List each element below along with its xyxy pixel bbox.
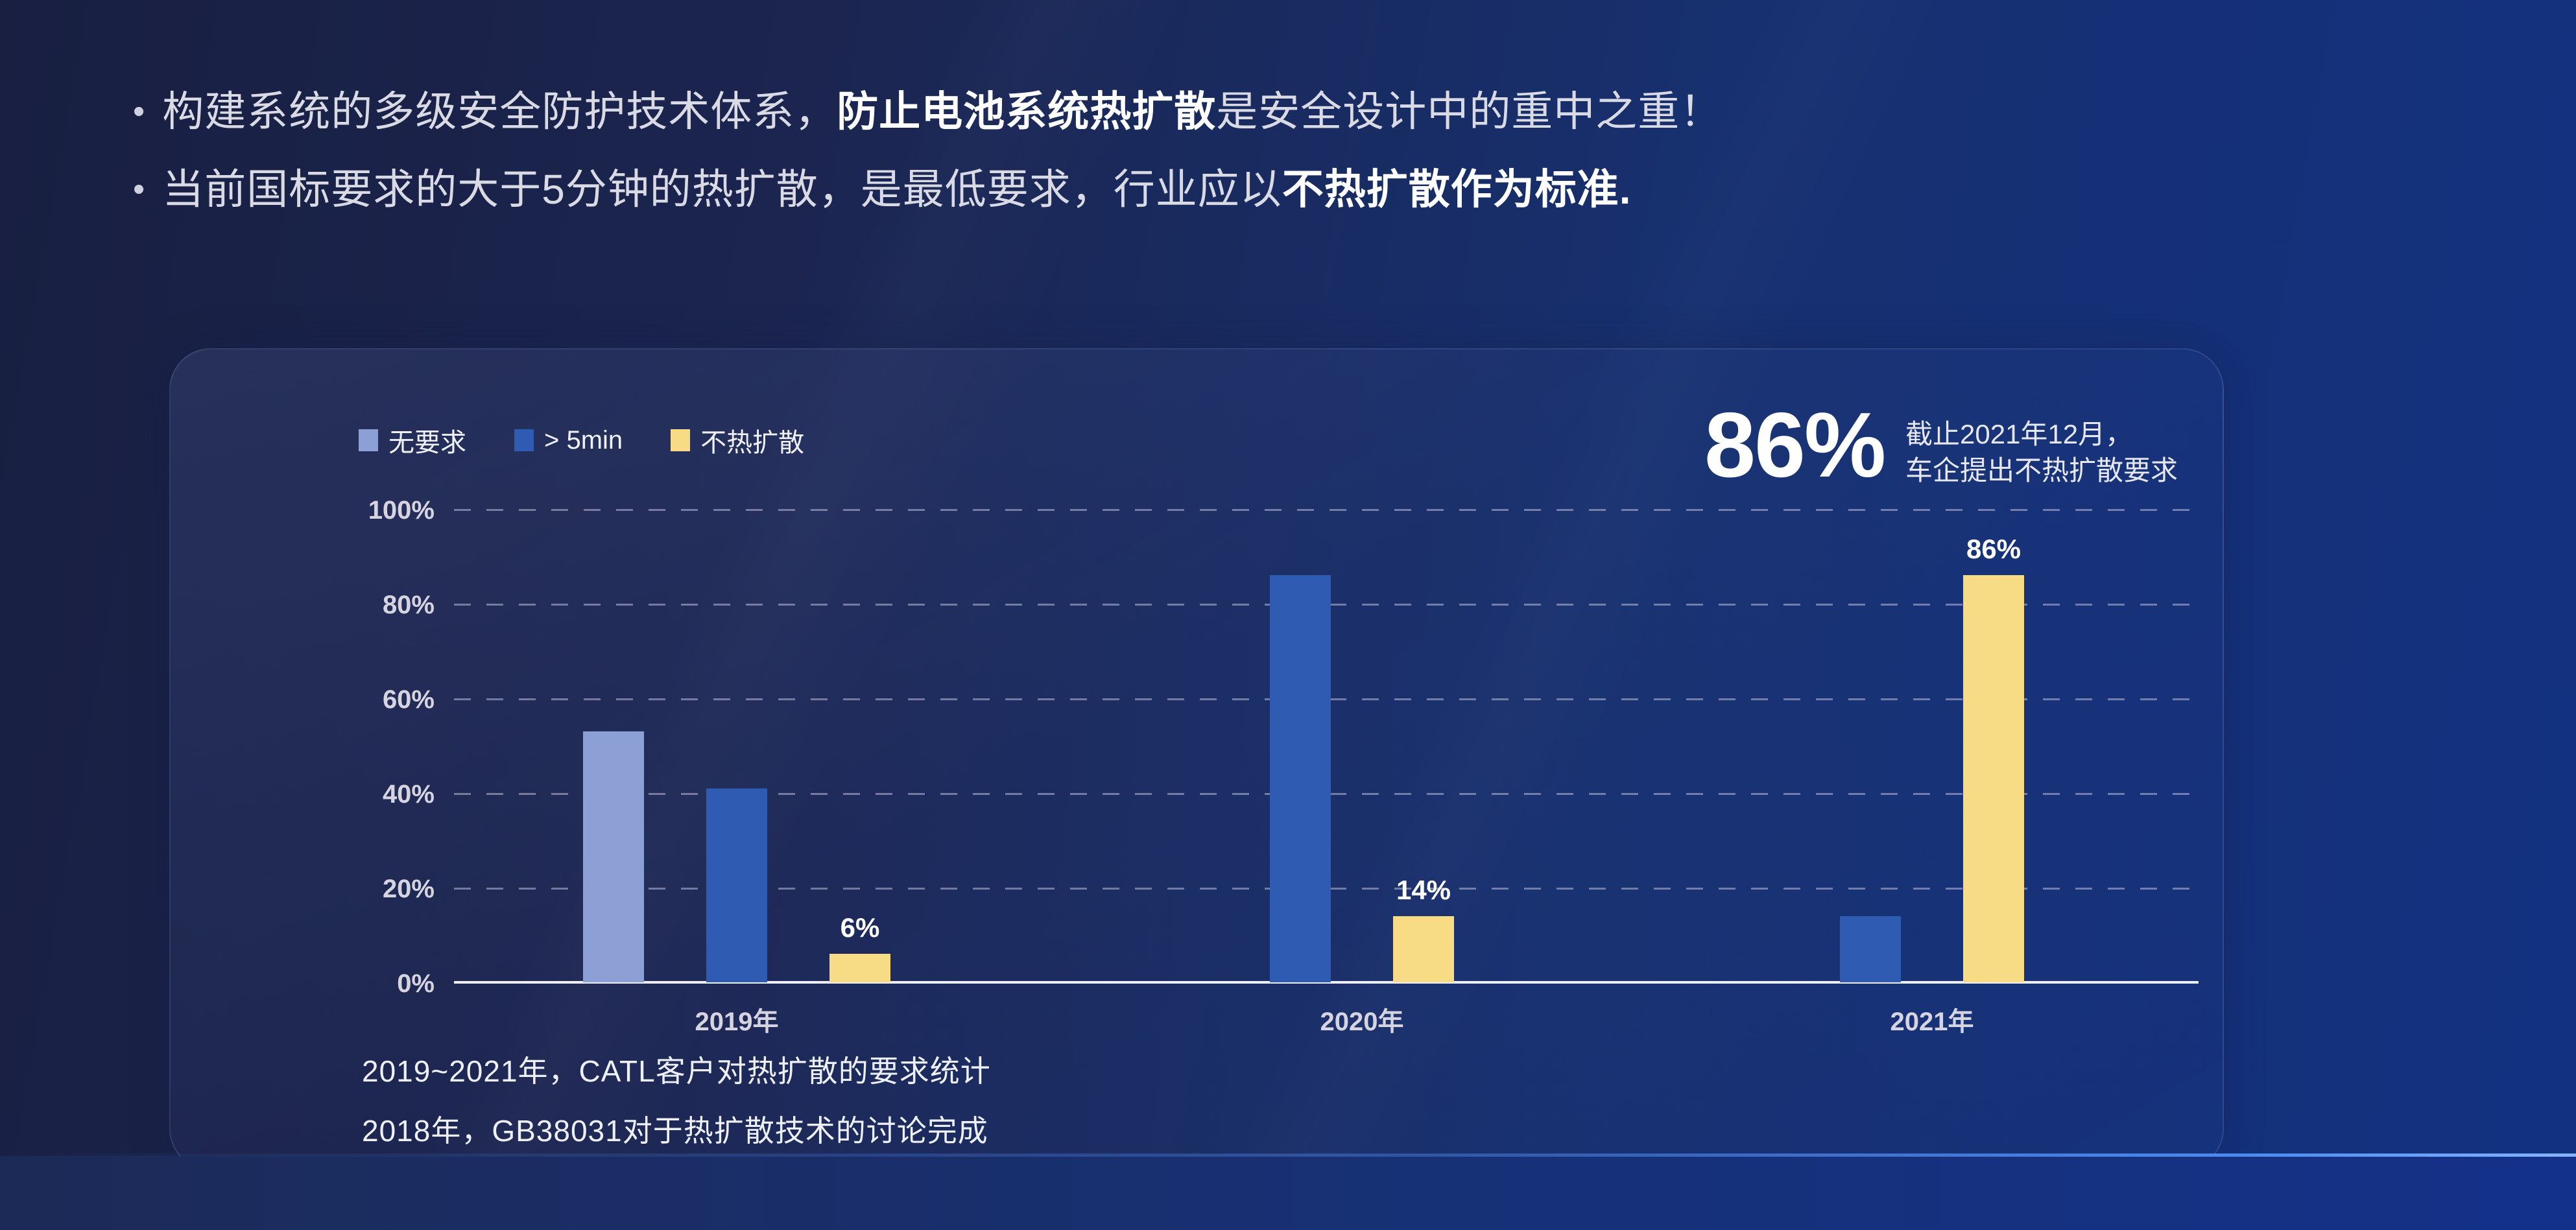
gridline-100: [454, 509, 2199, 511]
bullet-point-1: • 构建系统的多级安全防护技术体系，防止电池系统热扩散是安全设计中的重中之重！: [133, 87, 1722, 136]
x-axis-line: [454, 981, 2199, 984]
bar-无要求-2019年: [583, 731, 644, 982]
legend-item-no-propagation: 不热扩散: [671, 421, 804, 459]
x-tick-2020: 2020年: [1320, 1008, 1404, 1036]
bar-不热扩散-2021年: [1963, 575, 2024, 982]
x-tick-2019: 2019年: [695, 1008, 779, 1036]
bullet-point-2: • 当前国标要求的大于5分钟的热扩散，是最低要求，行业应以不热扩散作为标准.: [133, 165, 1632, 214]
bullet-2-pre: 当前国标要求的大于5分钟的热扩散，是最低要求，行业应以: [162, 166, 1282, 213]
bullet-2-text: 当前国标要求的大于5分钟的热扩散，是最低要求，行业应以不热扩散作为标准.: [162, 165, 1631, 214]
legend-item-over-5min: > 5min: [514, 426, 623, 455]
caption-line-2: 2018年，GB38031对于热扩散技术的讨论完成: [362, 1114, 988, 1148]
bullet-2-bold: 不热扩散作为标准.: [1282, 166, 1632, 213]
bullet-1-bold: 防止电池系统热扩散: [837, 88, 1217, 135]
bullet-1-pre: 构建系统的多级安全防护技术体系，: [162, 88, 837, 135]
y-tick-60: 60%: [382, 685, 435, 714]
y-tick-80: 80%: [382, 591, 435, 619]
bullet-dot: •: [133, 171, 146, 208]
footer-glow-line: [0, 1153, 2576, 1157]
bullet-1-text: 构建系统的多级安全防护技术体系，防止电池系统热扩散是安全设计中的重中之重！: [162, 87, 1722, 136]
bullet-dot: •: [133, 93, 146, 130]
bar-不热扩散-2020年: [1393, 916, 1454, 982]
x-tick-2021: 2021年: [1890, 1008, 1974, 1036]
legend-label: 无要求: [388, 429, 466, 457]
bar-value-label: 14%: [1396, 874, 1451, 905]
caption-line-1: 2019~2021年，CATL客户对热扩散的要求统计: [362, 1054, 991, 1088]
bar-> 5min-2021年: [1840, 916, 1901, 982]
bar-value-label: 86%: [1966, 534, 2021, 565]
legend-swatch-no-propagation: [671, 429, 691, 451]
y-tick-0: 0%: [397, 969, 435, 998]
footer-band: [0, 1156, 2576, 1230]
legend-swatch-over-5min: [514, 429, 534, 451]
kpi-note: 截止2021年12月， 车企提出不热扩散要求: [1905, 416, 2178, 489]
legend-swatch-no-requirement: [359, 429, 378, 451]
y-tick-20: 20%: [382, 875, 435, 903]
y-tick-100: 100%: [368, 496, 435, 525]
bar-> 5min-2020年: [1270, 575, 1331, 982]
kpi-note-line-1: 截止2021年12月，: [1905, 419, 2133, 449]
bar-不热扩散-2019年: [829, 954, 890, 982]
legend-label: > 5min: [544, 425, 623, 455]
bullet-1-post: 是安全设计中的重中之重！: [1216, 88, 1723, 135]
chart-card: [169, 348, 2224, 1170]
kpi-value: 86%: [1704, 394, 1886, 497]
bar-> 5min-2019年: [706, 788, 767, 982]
legend-item-no-requirement: 无要求: [359, 421, 466, 459]
bar-value-label: 6%: [840, 912, 880, 943]
legend-label: 不热扩散: [700, 429, 805, 457]
y-tick-40: 40%: [382, 780, 435, 809]
chart-legend: 无要求 > 5min 不热扩散: [359, 421, 804, 459]
plot-area: 100% 80% 60% 40% 20% 0% 2019年 2020年 2021…: [368, 496, 2199, 1036]
kpi-note-line-2: 车企提出不热扩散要求: [1905, 455, 2178, 486]
